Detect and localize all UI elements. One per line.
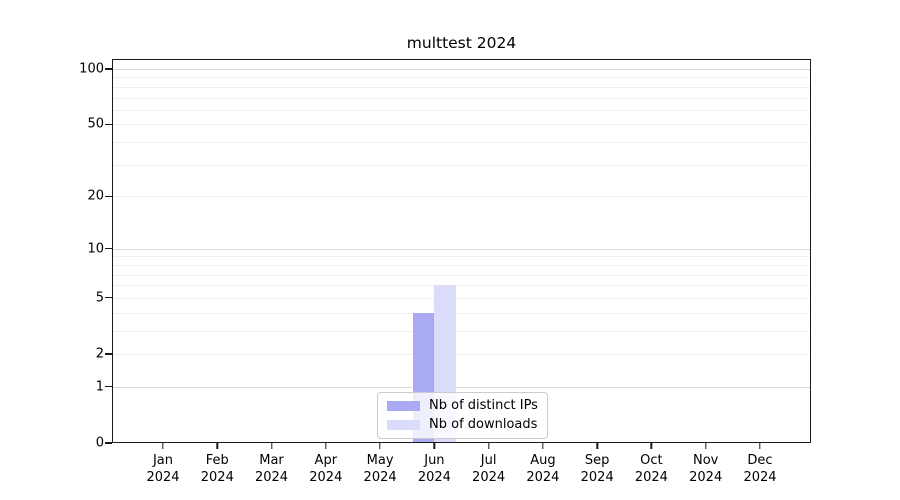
gridline-minor: [112, 164, 811, 166]
gridline-minor: [112, 274, 811, 276]
x-tick-mark: [325, 443, 327, 449]
gridline-minor: [112, 256, 811, 258]
y-tick-label: 2: [95, 346, 104, 362]
x-tick-label: Dec 2024: [743, 453, 777, 485]
gridline-minor: [112, 86, 811, 88]
legend: Nb of distinct IPs Nb of downloads: [377, 392, 548, 439]
x-tick-mark: [162, 443, 164, 449]
gridline-major: [112, 69, 811, 70]
gridline-minor: [112, 312, 811, 314]
gridline-minor: [112, 109, 811, 111]
y-tick-mark: [105, 386, 112, 388]
x-tick-mark: [542, 443, 544, 449]
gridline-major: [112, 386, 811, 388]
y-tick-mark: [105, 68, 112, 70]
x-tick-label: Jan 2024: [146, 453, 180, 485]
y-tick-label: 50: [87, 116, 104, 132]
x-tick-label: Sep 2024: [580, 453, 614, 485]
y-tick-label: 1: [95, 379, 104, 395]
gridline-minor: [112, 330, 811, 332]
x-tick-label: Mar 2024: [254, 453, 289, 485]
y-tick-label: 0: [95, 435, 104, 451]
gridline-minor: [112, 97, 811, 99]
x-tick-mark: [270, 443, 273, 449]
x-tick-mark: [379, 443, 381, 449]
x-tick-label: May 2024: [363, 453, 397, 485]
x-tick-label: Apr 2024: [309, 453, 343, 485]
x-tick-mark: [650, 443, 653, 449]
x-tick-label: Jul 2024: [472, 453, 506, 485]
x-tick-label: Aug 2024: [526, 453, 560, 485]
x-tick-label: Oct 2024: [634, 453, 668, 485]
gridline-minor: [112, 77, 811, 79]
legend-swatch-downloads: [387, 419, 420, 430]
x-tick-mark: [487, 443, 490, 449]
gridline-minor: [112, 196, 811, 198]
y-tick-mark: [105, 123, 112, 126]
legend-item-label: Nb of downloads: [429, 417, 538, 432]
legend-item: Nb of distinct IPs: [387, 398, 538, 413]
gridline-minor: [112, 297, 811, 299]
y-tick-label: 20: [87, 188, 104, 204]
x-tick-label: Feb 2024: [200, 453, 234, 485]
x-tick-mark: [704, 443, 707, 449]
y-tick-mark: [105, 353, 112, 355]
y-tick-mark: [105, 248, 112, 250]
gridline-minor: [112, 142, 811, 144]
y-tick-mark: [105, 442, 112, 444]
gridline-major: [112, 248, 811, 250]
x-tick-mark: [759, 443, 761, 449]
y-tick-mark: [105, 297, 112, 299]
x-tick-label: Nov 2024: [689, 453, 723, 485]
y-tick-label: 10: [87, 241, 104, 257]
y-tick-label: 100: [79, 61, 104, 77]
y-tick-label: 5: [95, 290, 104, 306]
legend-item-label: Nb of distinct IPs: [429, 398, 538, 413]
x-tick-mark: [596, 443, 598, 449]
legend-swatch-distinct-ips: [387, 400, 420, 411]
gridline-minor: [112, 264, 811, 266]
plot-border: [112, 59, 811, 443]
x-tick-mark: [216, 443, 218, 449]
x-tick-mark: [433, 443, 436, 449]
chart-title: multtest 2024: [406, 34, 517, 52]
gridline-minor: [112, 354, 811, 355]
plot-area: 0 1 2 5 10 20 50 100 Jan 2024 Feb 2024 Mar 2024 Ap…: [79, 59, 811, 485]
x-tick-label: Jun 2024: [417, 453, 451, 485]
legend-item: Nb of downloads: [387, 417, 538, 432]
y-tick-mark: [105, 195, 112, 197]
gridline-minor: [112, 285, 811, 287]
gridline-minor: [112, 124, 811, 126]
